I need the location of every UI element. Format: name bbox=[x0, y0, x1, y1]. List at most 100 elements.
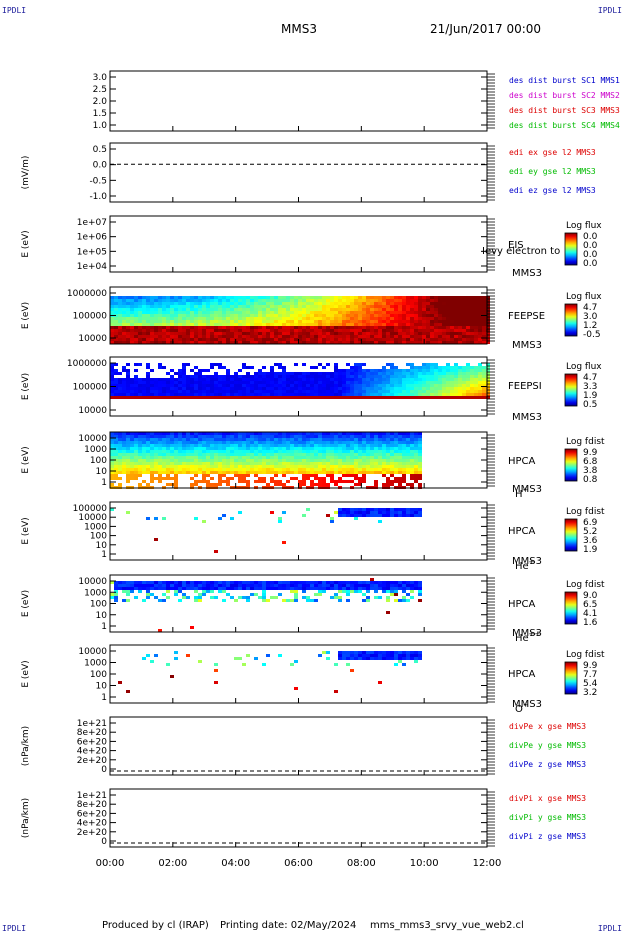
spectrogram-cell bbox=[178, 435, 182, 438]
spectrogram-cell bbox=[314, 314, 318, 317]
spectrogram-cell bbox=[334, 459, 338, 462]
spectrogram-cell bbox=[238, 432, 242, 435]
spectrogram-cell bbox=[482, 326, 486, 329]
spectrogram-cell bbox=[330, 432, 334, 435]
spectrogram-cell bbox=[150, 320, 154, 323]
spectrogram-cell bbox=[114, 387, 118, 390]
spectrogram-cell bbox=[322, 393, 326, 396]
spectrogram-cell bbox=[134, 596, 138, 599]
spectrogram-cell bbox=[278, 393, 282, 396]
spectrogram-cell bbox=[174, 320, 178, 323]
spectrogram-cell bbox=[174, 465, 178, 468]
spectrogram-cell bbox=[298, 444, 302, 447]
spectrogram-cell bbox=[214, 462, 218, 465]
spectrogram-cell bbox=[214, 308, 218, 311]
spectrogram-cell bbox=[374, 483, 378, 486]
spectrogram-cell bbox=[114, 381, 118, 384]
spectrogram-cell bbox=[166, 296, 170, 299]
spectrogram-cell bbox=[358, 453, 362, 456]
spectrogram-cell bbox=[422, 308, 426, 311]
spectrogram-cell bbox=[470, 387, 474, 390]
spectrogram-cell bbox=[290, 584, 294, 587]
spectrogram-cell bbox=[326, 450, 330, 453]
spectrogram-cell bbox=[274, 317, 278, 320]
spectrogram-cell bbox=[114, 329, 118, 332]
spectrogram-cell bbox=[446, 311, 450, 314]
spectrogram-cell bbox=[334, 363, 338, 366]
spectrogram-cell bbox=[350, 308, 354, 311]
spectrogram-cell bbox=[246, 366, 250, 369]
spectrogram-cell bbox=[234, 441, 238, 444]
spectrogram-cell bbox=[406, 593, 410, 596]
spectrogram-cell bbox=[278, 465, 282, 468]
spectrogram-cell bbox=[374, 387, 378, 390]
spectrogram-cell bbox=[334, 366, 338, 369]
spectrogram-cell bbox=[390, 320, 394, 323]
spectrogram-cell bbox=[110, 302, 114, 305]
spectrogram-cell bbox=[358, 462, 362, 465]
spectrogram-cell bbox=[330, 390, 334, 393]
spectrogram-cell bbox=[154, 320, 158, 323]
spectrogram-cell bbox=[406, 654, 410, 657]
spectrogram-cell bbox=[346, 508, 350, 511]
spectrogram-cell bbox=[482, 311, 486, 314]
spectrogram-cell bbox=[166, 465, 170, 468]
spectrogram-cell bbox=[258, 432, 262, 435]
spectrogram-cell bbox=[114, 444, 118, 447]
spectrogram-cell bbox=[198, 444, 202, 447]
spectrogram-cell bbox=[226, 462, 230, 465]
spectrogram-cell bbox=[346, 480, 350, 483]
spectrogram-cell bbox=[198, 441, 202, 444]
spectrogram-cell bbox=[242, 581, 246, 584]
spectrogram-cell bbox=[486, 296, 490, 299]
spectrogram-cell bbox=[178, 335, 182, 338]
spectrogram-cell bbox=[310, 599, 314, 602]
spectrogram-cell bbox=[470, 311, 474, 314]
spectrogram-cell bbox=[442, 299, 446, 302]
spectrogram-cell bbox=[382, 396, 386, 399]
spectrogram-cell bbox=[210, 387, 214, 390]
spectrogram-cell bbox=[374, 514, 378, 517]
spectrogram-cell bbox=[422, 299, 426, 302]
spectrogram-cell bbox=[242, 308, 246, 311]
spectrogram-cell bbox=[218, 302, 222, 305]
spectrogram-cell bbox=[170, 438, 174, 441]
spectrogram-cell bbox=[118, 681, 122, 684]
spectrogram-cell bbox=[386, 456, 390, 459]
spectrogram-cell bbox=[434, 396, 438, 399]
spectrogram-cell bbox=[470, 299, 474, 302]
spectrogram-cell bbox=[390, 299, 394, 302]
spectrogram-cell bbox=[386, 308, 390, 311]
spectrogram-cell bbox=[382, 471, 386, 474]
spectrogram-cell bbox=[146, 335, 150, 338]
spectrogram-cell bbox=[394, 341, 398, 344]
spectrogram-cell bbox=[130, 341, 134, 344]
spectrogram-cell bbox=[338, 332, 342, 335]
spectrogram-cell bbox=[142, 305, 146, 308]
spectrogram-cell bbox=[278, 381, 282, 384]
spectrogram-cell bbox=[298, 378, 302, 381]
spectrogram-cell bbox=[450, 372, 454, 375]
spectrogram-cell bbox=[258, 317, 262, 320]
spectrogram-cell bbox=[118, 441, 122, 444]
spectrogram-cell bbox=[138, 441, 142, 444]
spectrogram-cell bbox=[186, 387, 190, 390]
spectrogram-cell bbox=[190, 314, 194, 317]
spectrogram-cell bbox=[278, 444, 282, 447]
spectrogram-cell bbox=[166, 435, 170, 438]
spectrogram-cell bbox=[270, 341, 274, 344]
instrument-label: FEEPSE bbox=[508, 311, 545, 322]
spectrogram-cell bbox=[262, 465, 266, 468]
spectrogram-cell bbox=[198, 387, 202, 390]
spectrogram-cell bbox=[414, 369, 418, 372]
spectrogram-cell bbox=[378, 320, 382, 323]
spectrogram-cell bbox=[190, 332, 194, 335]
spectrogram-cell bbox=[462, 317, 466, 320]
spectrogram-cell bbox=[234, 308, 238, 311]
spectrogram-cell bbox=[118, 384, 122, 387]
spectrogram-cell bbox=[286, 480, 290, 483]
spectrogram-cell bbox=[322, 468, 326, 471]
spectrogram-cell bbox=[350, 329, 354, 332]
spectrogram-cell bbox=[174, 462, 178, 465]
spectrogram-cell bbox=[458, 323, 462, 326]
